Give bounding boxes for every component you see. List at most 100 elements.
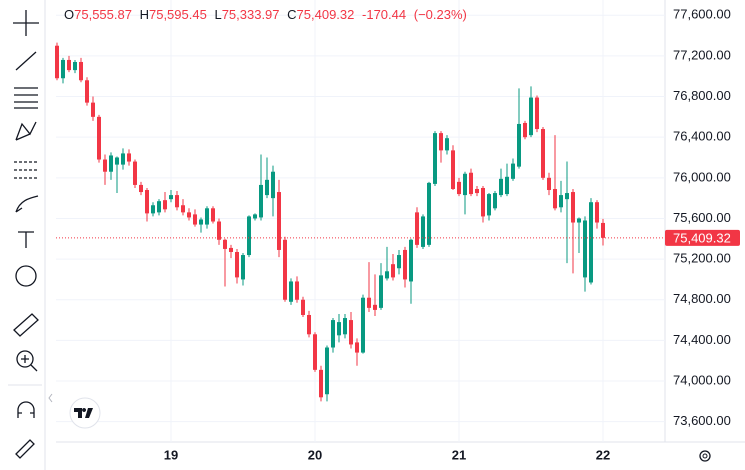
candle-body [571, 192, 575, 223]
zoom-tool[interactable] [16, 350, 34, 368]
candle-body [577, 218, 581, 223]
brush-tool[interactable] [15, 195, 39, 213]
candle-body [469, 172, 473, 195]
candle-body [211, 208, 215, 222]
candle-body [427, 182, 431, 245]
candle-body [145, 190, 149, 214]
candle-body [403, 249, 407, 280]
candle-body [199, 219, 203, 225]
candle-body [223, 239, 227, 249]
candle-body [337, 322, 341, 336]
candle-body [463, 173, 467, 196]
candle-body [289, 281, 293, 302]
candle-body [475, 188, 479, 194]
candle-body [421, 216, 425, 247]
candle-body [295, 281, 299, 300]
last-price-tag [665, 229, 740, 246]
candle-body [253, 214, 257, 219]
x-tick-label: 20 [308, 447, 322, 462]
candle-body [85, 80, 89, 103]
settings-button[interactable] [699, 450, 711, 462]
collapse-arrow[interactable] [48, 393, 53, 403]
x-tick-label: 21 [452, 447, 466, 462]
candle-body [103, 159, 107, 172]
fib-tool[interactable] [14, 87, 38, 109]
candle-body [187, 212, 191, 218]
candle-body [79, 61, 83, 81]
candle-body [595, 202, 599, 223]
candle-body [181, 205, 185, 213]
text-tool[interactable] [18, 231, 34, 248]
candle-body [433, 133, 437, 184]
ohlc-legend-text: O75,555.87 H75,595.45 L75,333.97 C75,409… [64, 7, 467, 22]
candle-body [439, 133, 443, 151]
tradingview-logo[interactable] [69, 397, 101, 429]
candle-body [115, 157, 119, 165]
candle-body [517, 123, 521, 167]
candle-body [193, 214, 197, 225]
pattern-tool[interactable] [15, 121, 37, 141]
candle-body [325, 347, 329, 395]
y-tick-label: 74,800.00 [673, 291, 731, 306]
logo-circle [69, 397, 101, 429]
emoji-tool[interactable] [15, 265, 37, 287]
x-tick-label: 22 [596, 447, 610, 462]
candle-body [157, 201, 161, 213]
open-value: 75,555.87 [74, 7, 132, 22]
candle-body [589, 202, 593, 283]
candle-body [391, 264, 395, 278]
candle-body [301, 299, 305, 315]
candle-body [349, 320, 353, 345]
candle-body [355, 342, 359, 353]
candles [55, 42, 665, 402]
candle-body [409, 239, 413, 282]
change-value: -170.44 [362, 7, 406, 22]
gear-ring [699, 450, 711, 462]
y-tick-label: 76,400.00 [673, 129, 731, 144]
ohlc-legend: O75,555.87 H75,595.45 L75,333.97 C75,409… [64, 7, 467, 22]
change-percent: (−0.23%) [414, 7, 467, 22]
candle-body [331, 320, 335, 348]
candle-body [505, 176, 509, 195]
y-tick-label: 75,200.00 [673, 251, 731, 266]
ruler-tool[interactable] [13, 313, 39, 337]
candle-body [601, 222, 605, 238]
candle-body [553, 188, 557, 209]
candle-body [247, 216, 251, 256]
trend-line-tool[interactable] [15, 51, 37, 71]
open-letter: O [64, 7, 74, 22]
candle-body [217, 221, 221, 240]
logo-mark [74, 408, 93, 418]
candle-body [397, 255, 401, 269]
candle-body [307, 314, 311, 335]
gear-hub [702, 453, 708, 459]
zoom-icon [21, 355, 38, 372]
candle-body [367, 297, 371, 308]
low-value: 75,333.97 [222, 7, 280, 22]
candle-body [541, 129, 545, 178]
candle-body [379, 275, 383, 308]
toolbar [8, 10, 42, 459]
candle-body [529, 97, 533, 136]
candle-body [259, 184, 263, 218]
candle-body [235, 251, 239, 278]
y-tick-label: 77,600.00 [673, 7, 731, 22]
candle-body [361, 297, 365, 353]
lock-tool[interactable] [15, 439, 35, 459]
prediction-tool[interactable] [14, 161, 38, 179]
candle-body [271, 171, 275, 199]
candle-body [205, 208, 209, 225]
y-tick-label: 75,600.00 [673, 210, 731, 225]
candle-body [163, 200, 167, 210]
candle-body [265, 179, 269, 196]
candle-body [451, 150, 455, 189]
magnet-tool[interactable] [17, 401, 35, 418]
candle-body [313, 334, 317, 370]
candle-body [283, 239, 287, 300]
crosshair-tool[interactable] [13, 10, 39, 36]
candle-body [457, 181, 461, 195]
candle-body [109, 155, 113, 172]
candle-body [169, 195, 173, 200]
candle-body [229, 247, 233, 252]
